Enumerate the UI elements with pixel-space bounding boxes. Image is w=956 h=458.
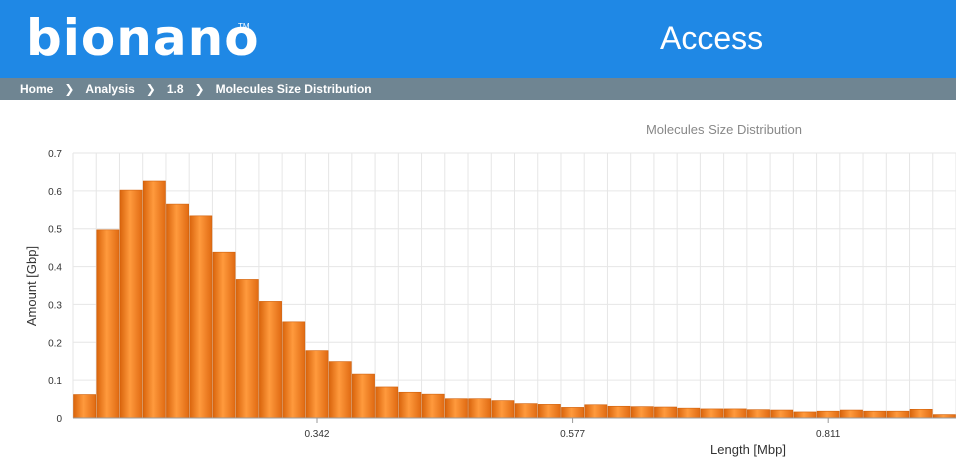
y-axis-label: Amount [Gbp] — [24, 246, 39, 326]
y-tick-label: 0.5 — [48, 225, 62, 236]
histogram-bar[interactable] — [96, 229, 120, 419]
histogram-bar[interactable] — [259, 301, 282, 419]
breadcrumb: Home ❯ Analysis ❯ 1.8 ❯ Molecules Size D… — [0, 78, 956, 100]
chevron-right-icon: ❯ — [64, 82, 75, 96]
histogram-bar[interactable] — [421, 393, 445, 419]
histogram-bar[interactable] — [677, 407, 701, 419]
chart-grid — [72, 152, 956, 419]
histogram-bar[interactable] — [328, 361, 352, 419]
histogram-bar[interactable] — [468, 398, 492, 419]
histogram-bar[interactable] — [863, 410, 887, 419]
y-tick-label: 0.3 — [48, 300, 62, 311]
histogram-bar[interactable] — [654, 406, 677, 419]
top-header: bionano TM Access — [0, 0, 956, 78]
histogram-bar[interactable] — [166, 203, 189, 419]
x-tick-label: 0.342 — [304, 429, 329, 440]
histogram-bar[interactable] — [119, 189, 143, 419]
breadcrumb-version[interactable]: 1.8 — [166, 82, 184, 96]
histogram-bar[interactable] — [584, 404, 608, 419]
breadcrumb-current-page: Molecules Size Distribution — [215, 82, 372, 96]
histogram-bar[interactable] — [212, 251, 236, 419]
histogram-bar[interactable] — [932, 414, 956, 419]
histogram-bar[interactable] — [909, 408, 933, 419]
y-tick-label: 0.7 — [48, 149, 62, 160]
y-tick-label: 0.1 — [48, 376, 62, 387]
histogram-bar[interactable] — [723, 408, 747, 419]
y-tick-label: 0 — [56, 414, 62, 425]
breadcrumb-home[interactable]: Home — [20, 82, 54, 96]
chart-title: Molecules Size Distribution — [646, 122, 802, 137]
histogram-bar[interactable] — [491, 400, 515, 419]
histogram-bar[interactable] — [142, 180, 166, 419]
histogram-bar[interactable] — [886, 410, 910, 419]
histogram-bar[interactable] — [816, 410, 840, 419]
histogram-bar[interactable] — [770, 409, 794, 419]
bionano-logo[interactable]: bionano — [26, 9, 260, 67]
chevron-right-icon: ❯ — [145, 82, 156, 96]
histogram-bar[interactable] — [352, 373, 375, 419]
y-tick-label: 0.2 — [48, 338, 62, 349]
histogram-bar[interactable] — [444, 398, 468, 419]
histogram-bar[interactable] — [607, 405, 631, 419]
x-tick-label: 0.577 — [560, 429, 585, 440]
histogram-bar[interactable] — [235, 279, 259, 419]
histogram-bar[interactable] — [514, 403, 538, 419]
histogram-bar[interactable] — [189, 215, 213, 419]
histogram-bar[interactable] — [375, 386, 399, 419]
histogram-bar[interactable] — [700, 408, 724, 419]
histogram-bar[interactable] — [537, 404, 561, 419]
chart-bars — [73, 180, 956, 419]
chevron-right-icon: ❯ — [194, 82, 205, 96]
histogram-bar[interactable] — [398, 391, 422, 419]
histogram-bar[interactable] — [840, 409, 863, 419]
logo-trademark: TM — [238, 22, 250, 31]
histogram-bar[interactable] — [793, 411, 817, 419]
x-axis-label: Length [Mbp] — [710, 442, 786, 457]
x-tick-label: 0.811 — [816, 429, 841, 440]
histogram-bar[interactable] — [282, 321, 306, 419]
histogram-bar[interactable] — [73, 394, 97, 419]
histogram-bar[interactable] — [747, 409, 770, 419]
histogram-bar[interactable] — [561, 407, 585, 419]
histogram-bar[interactable] — [630, 406, 654, 419]
y-tick-label: 0.6 — [48, 187, 62, 198]
y-tick-label: 0.4 — [48, 263, 62, 274]
breadcrumb-analysis[interactable]: Analysis — [85, 82, 135, 96]
app-title: Access — [660, 20, 764, 56]
chart-axes: 0 0.1 0.2 0.3 0.4 0.5 0.6 0.7 0.342 0.577 0.811 — [48, 149, 956, 440]
histogram-bar[interactable] — [305, 350, 329, 419]
